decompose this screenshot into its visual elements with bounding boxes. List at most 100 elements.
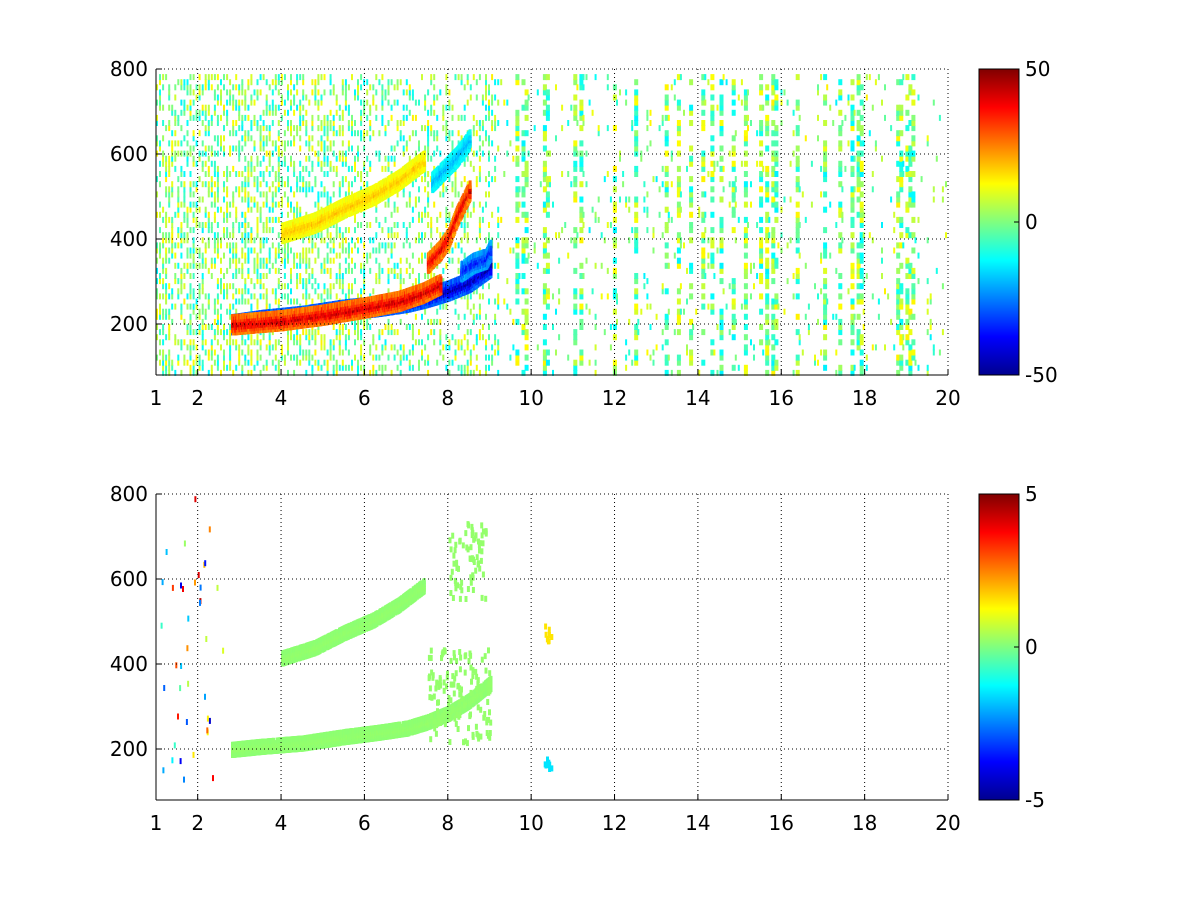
heatmap-cell (244, 99, 247, 106)
heatmap-cell (274, 252, 277, 259)
heatmap-cell (232, 99, 235, 106)
heatmap-cell (271, 196, 274, 203)
heatmap-cell (250, 206, 253, 213)
heatmap-cell (899, 232, 904, 239)
heatmap-cell (457, 74, 460, 81)
heatmap-cell (856, 273, 861, 279)
heatmap-cell (369, 104, 372, 111)
heatmap-cell (250, 334, 253, 341)
heatmap-cell (427, 273, 430, 279)
heatmap-cell (290, 125, 292, 132)
heatmap-cell (719, 247, 724, 254)
heatmap-cell (189, 206, 192, 213)
heatmap-cell (259, 145, 262, 152)
heatmap-cell (859, 242, 864, 249)
heatmap-cell (293, 125, 296, 132)
heatmap-cell (241, 120, 244, 126)
heatmap-cell (424, 94, 427, 101)
heatmap-cell (756, 222, 759, 228)
heatmap-cell (262, 125, 265, 132)
heatmap-cell (326, 171, 329, 177)
heatmap-cell (676, 181, 681, 188)
heatmap-cell (841, 211, 844, 218)
heatmap-cell (344, 79, 347, 86)
heatmap-cell (238, 155, 241, 162)
heatmap-cell (911, 298, 916, 305)
heatmap-cell (168, 237, 171, 244)
heatmap-cell (896, 109, 901, 116)
heatmap-cell (865, 364, 868, 371)
heatmap-cell (701, 237, 706, 244)
heatmap-cell (759, 339, 764, 346)
heatmap-cell (216, 171, 219, 177)
heatmap-cell (524, 257, 529, 264)
heatmap-cell (253, 176, 256, 183)
heatmap-cell (521, 242, 526, 249)
heatmap-cell (213, 160, 216, 167)
heatmap-cell (287, 339, 289, 346)
heatmap-cell (183, 109, 186, 116)
heatmap-cell (335, 155, 338, 162)
heatmap-cell (765, 359, 770, 366)
heatmap-cell (299, 257, 302, 264)
heatmap-cell (290, 201, 292, 208)
heatmap-cell (189, 344, 192, 351)
heatmap-cell (177, 201, 180, 208)
heatmap-cell (393, 99, 396, 106)
heatmap-cell (375, 369, 378, 376)
heatmap-cell (485, 354, 487, 361)
heatmap-cell (201, 89, 204, 96)
heatmap-cell (524, 99, 529, 106)
heatmap-cell (743, 130, 748, 137)
heatmap-cell (488, 140, 490, 147)
heatmap-cell (213, 94, 216, 101)
heatmap-cell (180, 181, 183, 188)
heatmap-cell (168, 191, 171, 198)
heatmap-cell (795, 165, 800, 172)
heatmap-cell (311, 267, 314, 274)
heatmap-cell (448, 176, 451, 183)
heatmap-cell (399, 344, 402, 351)
heatmap-cell (162, 283, 165, 290)
heatmap-cell (743, 181, 748, 188)
heatmap-cell (424, 99, 427, 106)
heatmap-cell (801, 191, 804, 198)
heatmap-cell (838, 94, 843, 101)
heatmap-cell (445, 89, 448, 96)
heatmap-cell (542, 288, 547, 295)
heatmap-cell (204, 222, 207, 228)
heatmap-cell (387, 354, 390, 361)
heatmap-cell (320, 120, 323, 126)
heatmap-cell (731, 227, 736, 234)
heatmap-cell (232, 283, 235, 290)
heatmap-cell (911, 267, 916, 274)
heatmap-cell (460, 114, 463, 121)
heatmap-cell (168, 364, 171, 371)
heatmap-cell (195, 262, 198, 269)
heatmap-cell (183, 181, 186, 188)
heatmap-cell (722, 186, 725, 193)
heatmap-cell (731, 99, 736, 106)
heatmap-cell (216, 120, 219, 126)
heatmap-cell (274, 288, 277, 295)
heatmap-cell (351, 318, 353, 325)
heatmap-cell (856, 344, 861, 351)
heatmap-cell (856, 339, 861, 346)
heatmap-cell (743, 201, 748, 208)
heatmap-cell (207, 109, 210, 116)
heatmap-cell (542, 252, 547, 259)
heatmap-cell (765, 84, 770, 91)
heatmap-cell (332, 247, 335, 254)
heatmap-cell (363, 324, 366, 330)
heatmap-cell (728, 201, 731, 208)
heatmap-cell (689, 176, 694, 183)
heatmap-cell (433, 318, 436, 325)
heatmap-cell (213, 191, 216, 198)
heatmap-cell (381, 104, 384, 111)
heatmap-cell (268, 227, 271, 234)
heatmap-cell (235, 364, 238, 371)
heatmap-cell (731, 186, 736, 193)
heatmap-cell (341, 150, 344, 157)
heatmap-cell (226, 165, 229, 172)
heatmap-cell (488, 135, 490, 142)
